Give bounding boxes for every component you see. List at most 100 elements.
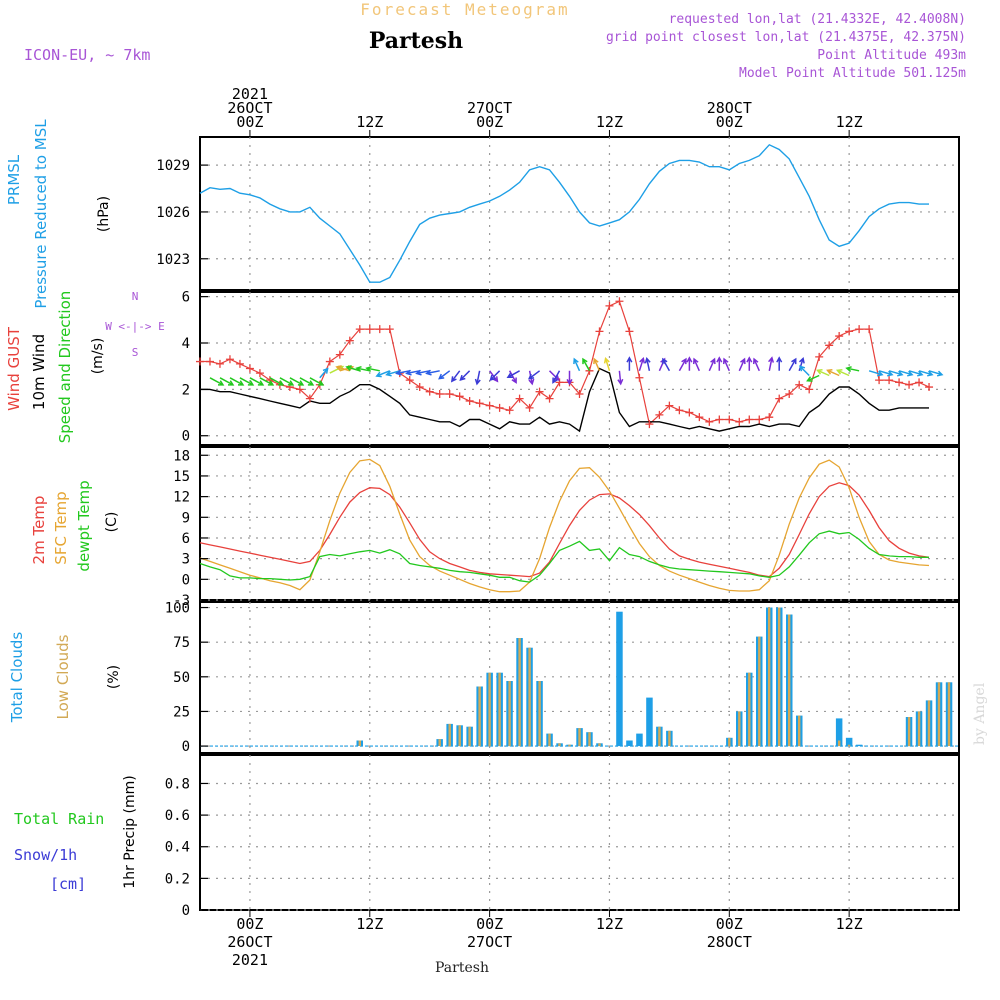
wind-direction-arrow bbox=[708, 357, 716, 372]
wind-direction-arrow bbox=[405, 369, 420, 376]
panel-frame-precip bbox=[199, 754, 960, 911]
wind-direction-arrow bbox=[816, 369, 830, 377]
y-tick-label-temperature: -3 bbox=[173, 593, 190, 609]
low-cloud-bar bbox=[748, 672, 751, 747]
gust-marker bbox=[445, 390, 454, 398]
gust-marker bbox=[645, 420, 654, 429]
wind-direction-arrow bbox=[489, 370, 501, 382]
y-tick-label-temperature: 0 bbox=[182, 572, 190, 588]
wind-direction-arrow bbox=[918, 370, 934, 377]
temp-unit-label: (C) bbox=[104, 512, 120, 533]
prmsl-label: PRMSL bbox=[5, 154, 23, 205]
wind-speed-line bbox=[200, 367, 929, 433]
low-cloud-bar bbox=[907, 717, 911, 747]
top-time-label: 2021 bbox=[232, 85, 268, 103]
gust-marker bbox=[725, 415, 734, 424]
panel-side-labels: PRMSL Pressure Reduced to MSL (hPa) Wind GU… bbox=[5, 119, 165, 893]
gust-marker bbox=[385, 325, 394, 334]
low-cloud-bar bbox=[728, 737, 731, 747]
y-tick-label-temperature: 6 bbox=[182, 531, 190, 547]
wind-direction-arrow bbox=[474, 370, 481, 386]
wind-direction-arrow bbox=[716, 356, 723, 371]
wind-direction-arrow bbox=[888, 370, 904, 377]
low-cloud-bar bbox=[438, 739, 441, 746]
low-cloud-bar bbox=[488, 672, 491, 747]
gust-marker bbox=[245, 364, 254, 373]
wind-direction-arrow bbox=[826, 369, 840, 377]
bottom-time-label: 27OCT bbox=[467, 933, 512, 951]
gust-marker bbox=[495, 403, 504, 412]
low-cloud-bar bbox=[947, 682, 951, 746]
faded-title: Forecast Meteogram bbox=[360, 0, 569, 19]
y-tick-label-precip: 0.4 bbox=[165, 840, 190, 856]
gust-marker bbox=[795, 380, 804, 389]
top-time-label: 12Z bbox=[596, 113, 623, 131]
low-clouds-label: Low Clouds bbox=[54, 634, 72, 719]
wind-direction-arrow bbox=[309, 377, 325, 386]
wind-direction-arrow bbox=[459, 370, 471, 382]
low-cloud-bar bbox=[448, 723, 451, 747]
low-cloud-bar bbox=[788, 614, 791, 747]
snow-label: Snow/1h bbox=[14, 846, 77, 864]
wind-direction-arrow bbox=[806, 374, 820, 382]
low-cloud-bar bbox=[738, 711, 741, 746]
bottom-time-label: 26OCT bbox=[227, 933, 272, 951]
gust-marker bbox=[525, 403, 534, 412]
gust-marker bbox=[695, 413, 704, 422]
y-tick-label-pressure: 1026 bbox=[156, 205, 190, 221]
model-altitude: Model Point Altitude 501.125m bbox=[739, 66, 966, 81]
y-tick-label-clouds: 25 bbox=[173, 704, 190, 720]
low-cloud-bar bbox=[558, 743, 561, 747]
low-cloud-bar bbox=[838, 740, 841, 746]
snow-unit-label: [cm] bbox=[50, 875, 86, 893]
wind-direction-arrow bbox=[662, 357, 671, 372]
compass-north: N bbox=[132, 290, 139, 303]
gust-marker bbox=[365, 325, 374, 334]
wind-direction-arrow bbox=[552, 370, 561, 384]
bottom-time-label: 2021 bbox=[232, 951, 268, 969]
y-tick-label-wind: 2 bbox=[182, 382, 190, 398]
low-cloud-bar bbox=[518, 638, 521, 747]
top-time-label: 12Z bbox=[356, 113, 383, 131]
low-cloud-bar bbox=[658, 726, 661, 747]
wind-direction-arrow bbox=[345, 365, 361, 372]
y-tick-label-temperature: 9 bbox=[182, 510, 190, 526]
gust-marker bbox=[535, 387, 544, 396]
gust-marker bbox=[355, 325, 364, 334]
gust-marker bbox=[205, 357, 214, 366]
gust-marker bbox=[715, 415, 724, 424]
panel-frame-wind bbox=[199, 291, 960, 446]
gust-marker bbox=[885, 376, 894, 385]
grid-lines bbox=[200, 137, 959, 911]
total-clouds-label: Total Clouds bbox=[8, 632, 26, 724]
gust-marker bbox=[735, 417, 744, 426]
requested-coords: requested lon,lat (21.4332E, 42.4008N) bbox=[669, 12, 966, 27]
panel-frames bbox=[199, 136, 960, 911]
panel-frame-temperature bbox=[199, 446, 960, 601]
wind-direction-arrow bbox=[365, 365, 380, 372]
location-title: Partesh bbox=[369, 28, 463, 54]
gust-marker bbox=[255, 369, 264, 378]
wind-direction-arrow bbox=[566, 370, 573, 386]
model-label: ICON-EU, ~ 7km bbox=[24, 46, 150, 64]
compass-west-east: W <-|-> E bbox=[105, 320, 165, 333]
total-cloud-bar bbox=[646, 697, 653, 747]
wind-direction-arrow bbox=[375, 370, 391, 378]
y-tick-label-clouds: 75 bbox=[173, 635, 190, 651]
low-cloud-bar bbox=[668, 730, 671, 746]
top-time-label: 00Z bbox=[236, 113, 263, 131]
low-cloud-bar bbox=[498, 672, 501, 747]
low-cloud-bar bbox=[478, 686, 481, 747]
low-cloud-bar bbox=[568, 744, 571, 747]
gust-marker bbox=[685, 408, 694, 417]
clouds-unit-label: (%) bbox=[106, 665, 122, 689]
gust-marker bbox=[915, 378, 924, 387]
gust-marker bbox=[415, 383, 424, 392]
gust-line bbox=[200, 300, 930, 426]
gust-marker bbox=[675, 406, 684, 415]
wind-direction-arrow bbox=[626, 356, 633, 371]
wind-direction-arrow bbox=[385, 370, 400, 377]
